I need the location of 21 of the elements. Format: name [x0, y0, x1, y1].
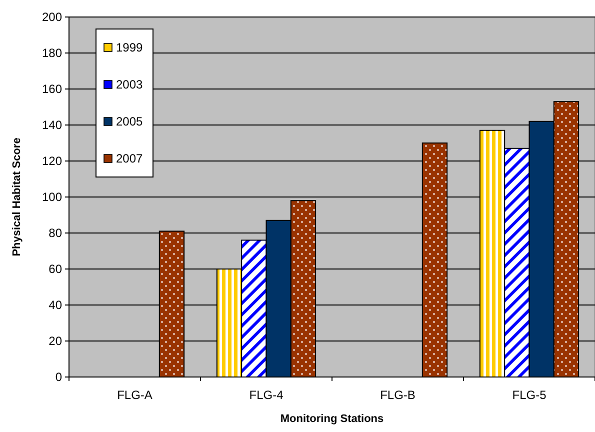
y-tick-label: 140	[42, 118, 62, 132]
y-tick-label: 20	[48, 334, 62, 348]
y-tick-label: 80	[48, 226, 62, 240]
legend-label: 2007	[116, 152, 144, 166]
y-tick-label: 60	[48, 262, 62, 276]
x-tick-label: FLG-5	[512, 388, 547, 402]
y-tick-label: 120	[42, 154, 62, 168]
y-axis-title: Physical Habitat Score	[11, 138, 23, 256]
x-axis-title: Monitoring Stations	[280, 413, 384, 425]
y-tick-label: 0	[55, 370, 62, 384]
legend-label: 2003	[116, 78, 144, 92]
y-tick-label: 200	[42, 10, 62, 24]
legend-label: 1999	[116, 40, 144, 55]
legend-label: 2005	[116, 114, 144, 129]
x-tick-label: FLG-A	[117, 388, 152, 402]
y-tick-label: 180	[42, 46, 62, 60]
y-tick-label: 40	[48, 298, 62, 312]
y-tick-label: 100	[42, 190, 62, 204]
y-tick-label: 160	[42, 82, 62, 96]
x-tick-label: FLG-B	[380, 388, 416, 402]
x-tick-label: FLG-4	[249, 388, 284, 402]
